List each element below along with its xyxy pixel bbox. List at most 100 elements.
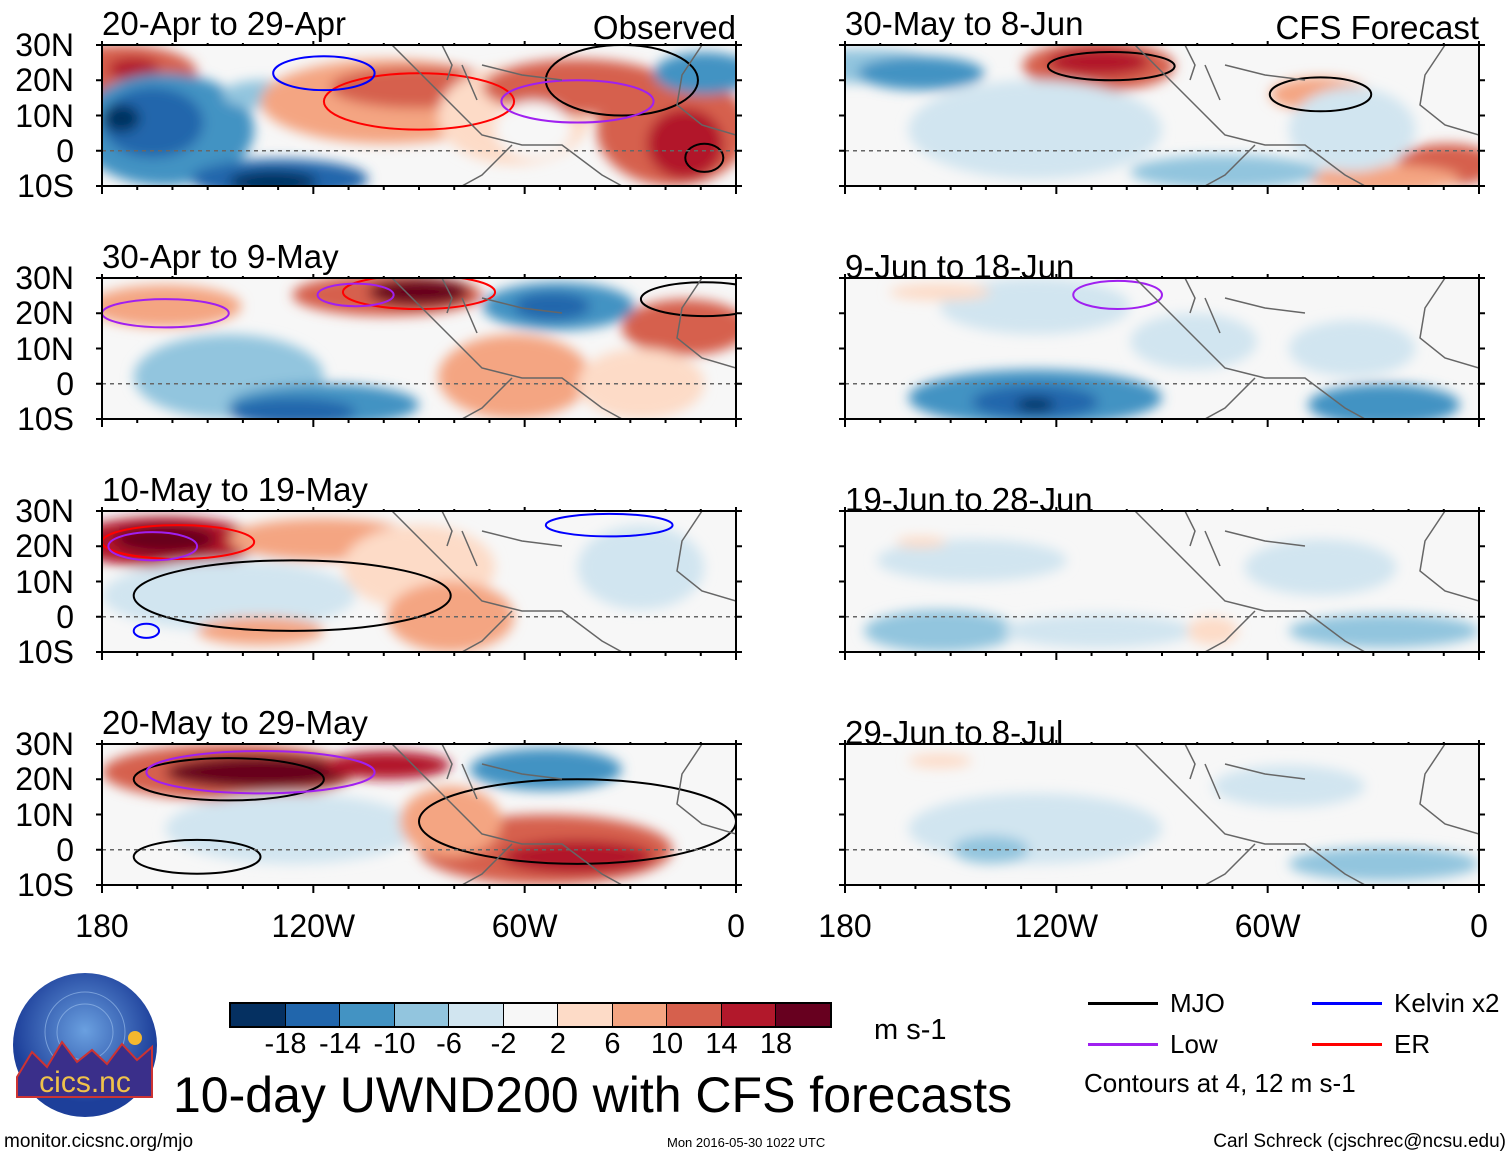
coastline [1134, 744, 1479, 885]
lat-label: 20N [15, 528, 74, 565]
wind-anomaly-region [1130, 154, 1321, 186]
colorbar-swatch [231, 1004, 286, 1026]
lat-label: 0 [56, 831, 74, 868]
colorbar-label: 14 [705, 1028, 738, 1060]
lon-label: 60W [491, 908, 558, 944]
lon-label: 120W [271, 908, 356, 944]
figure-title: 10-day UWND200 with CFS forecasts [173, 1067, 1013, 1123]
colorbar-label: -6 [436, 1028, 462, 1060]
lat-label: 30N [15, 260, 74, 296]
contour-line [132, 559, 452, 632]
lat-label: 10S [17, 867, 74, 903]
lon-label: 0 [1470, 908, 1488, 944]
mjo-line-swatch [1088, 1002, 1158, 1005]
map-panel [839, 274, 1485, 427]
panel-title: 30-May to 8-Jun [845, 5, 1084, 42]
legend-label: Kelvin x2 [1394, 988, 1500, 1018]
panel-title: 20-Apr to 29-Apr [102, 5, 346, 42]
map-panel [96, 740, 742, 893]
lat-label: 10N [15, 330, 74, 367]
panel-title: 20-May to 29-May [102, 704, 368, 741]
wind-anomaly-region [102, 285, 242, 328]
coastline [391, 744, 736, 885]
legend-kelvin: Kelvin x2 [1312, 988, 1500, 1019]
contour-line [132, 838, 262, 875]
wind-anomaly-region [647, 108, 724, 179]
lon-label: 180 [75, 908, 129, 944]
contour-line [102, 524, 256, 560]
wind-anomaly-region [1244, 539, 1397, 596]
coastline [391, 511, 736, 652]
lat-label: 10N [15, 796, 74, 833]
panel-label: CFS Forecast [1275, 9, 1479, 46]
panel-title: 10-May to 19-May [102, 471, 368, 508]
lon-label: 60W [1234, 908, 1301, 944]
lat-label: 20N [15, 761, 74, 798]
cics-logo: cics.nc [13, 973, 157, 1117]
lat-label: 30N [15, 27, 74, 63]
lat-label: 0 [56, 598, 74, 635]
wind-anomaly-region [501, 839, 654, 874]
colorbar-swatch [503, 1004, 558, 1026]
lat-label: 20N [15, 62, 74, 99]
colorbar-swatch [667, 1004, 722, 1026]
contour-line [322, 72, 516, 131]
colorbar-swatch [340, 1004, 395, 1026]
wind-anomaly-region [895, 536, 947, 548]
wind-anomaly-region [876, 539, 1067, 582]
wind-anomaly-region [399, 786, 502, 857]
wind-anomaly-region [1187, 616, 1239, 645]
contour-line [544, 45, 699, 117]
legend-label: MJO [1170, 988, 1225, 1018]
contour-line [1072, 279, 1163, 311]
lat-label: 10S [17, 634, 74, 670]
footer-url[interactable]: monitor.cicsnc.org/mjo [4, 1131, 194, 1152]
contour-line [1268, 76, 1373, 113]
contour-line [639, 281, 736, 318]
lat-label: 10S [17, 401, 74, 437]
colorbar-label: -2 [490, 1028, 517, 1060]
colorbar-swatch [285, 1004, 340, 1026]
colorbar-label: 10 [650, 1028, 684, 1060]
legend-er: ER [1312, 1029, 1430, 1060]
lat-label: 30N [15, 493, 74, 529]
map-panel [96, 41, 742, 194]
wind-anomaly-region [469, 748, 622, 791]
wind-anomaly-region [889, 283, 991, 301]
wind-anomaly-region [908, 80, 1162, 179]
coastline [1134, 45, 1479, 186]
colorbar [229, 1002, 832, 1028]
lon-label: 120W [1014, 908, 1099, 944]
wind-anomaly-region [102, 104, 141, 133]
colorbar-label: 18 [759, 1028, 793, 1060]
contour-line [1046, 51, 1176, 82]
lon-label: 0 [727, 908, 745, 944]
wind-anomaly-region [1288, 320, 1416, 377]
contour-note: Contours at 4, 12 m s-1 [1084, 1068, 1356, 1098]
colorbar-label: 6 [604, 1028, 621, 1060]
contour-line [102, 298, 230, 329]
wind-anomaly-region [1307, 383, 1460, 419]
colorbar-swatch [612, 1004, 667, 1026]
lat-label: 10N [15, 563, 74, 600]
wind-anomaly-region [653, 52, 736, 95]
er-line-swatch [1312, 1043, 1382, 1046]
kelvin-line-swatch [1312, 1002, 1382, 1005]
wind-anomaly-region [908, 753, 972, 768]
wind-anomaly-region [864, 609, 1017, 652]
legend-label: Low [1170, 1029, 1218, 1059]
map-panel [96, 274, 742, 427]
wind-anomaly-region [1288, 613, 1479, 648]
map-panel [839, 41, 1485, 194]
legend-label: ER [1394, 1029, 1431, 1059]
colorbar-swatch [721, 1004, 776, 1026]
lat-label: 10S [17, 168, 74, 204]
coastline [391, 45, 736, 186]
coastline [1134, 511, 1479, 652]
contour-line [341, 278, 497, 311]
panel-title: 30-Apr to 9-May [102, 238, 339, 275]
colorbar-label: -10 [373, 1028, 416, 1060]
contour-line [684, 142, 725, 173]
wind-anomaly-region [165, 793, 419, 864]
wind-anomaly-region [165, 755, 356, 790]
